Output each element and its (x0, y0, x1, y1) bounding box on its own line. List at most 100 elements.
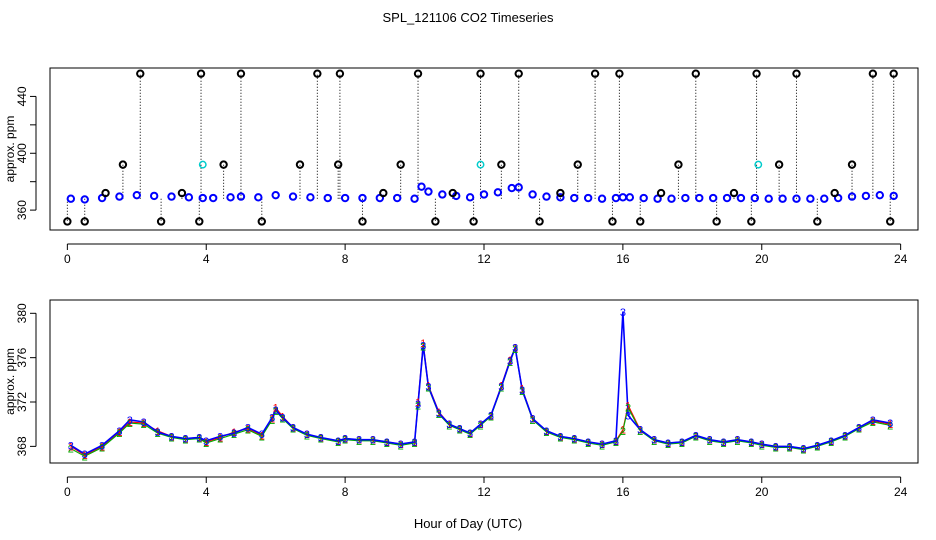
series-3-marker: 3 (304, 429, 310, 441)
series-2-marker: 2 (734, 436, 740, 448)
co2-point (639, 193, 648, 203)
series-3-marker: 3 (856, 423, 862, 435)
series-3-marker: 3 (512, 343, 518, 355)
co2-point (340, 193, 350, 203)
co2-point (889, 191, 898, 201)
flag-point (573, 160, 582, 169)
alt-point (476, 160, 485, 169)
co2-point (493, 188, 503, 197)
series-3-marker: 3 (748, 437, 754, 449)
series-1-marker: 1 (477, 419, 483, 431)
series-2-marker: 2 (613, 437, 619, 449)
flag-point (219, 160, 228, 169)
co2-point (528, 190, 537, 199)
flag-point (636, 217, 645, 226)
flag-point (729, 188, 739, 198)
series-2-marker: 2 (625, 403, 631, 415)
flag-point (333, 160, 343, 169)
flag-point (535, 217, 544, 226)
flag-point (118, 160, 128, 169)
series-3-marker: 3 (637, 425, 643, 437)
co2-point (417, 182, 426, 191)
x-tick-label: 24 (894, 485, 908, 499)
series-2-marker: 2 (679, 438, 685, 450)
co2-point (323, 193, 332, 203)
series-2-marker: 2 (748, 438, 754, 450)
series-3-marker: 3 (842, 430, 848, 442)
co2-point (438, 190, 447, 199)
series-2-marker: 2 (290, 424, 296, 436)
x-tick-label: 12 (477, 485, 491, 499)
series-3-marker: 3 (773, 441, 779, 453)
series-2-marker: 2 (384, 438, 390, 450)
series-1-marker: 1 (625, 400, 631, 412)
co2-point (820, 194, 829, 203)
series-3-marker: 3 (217, 431, 223, 443)
x-tick-label: 0 (64, 252, 71, 266)
series-3-marker: 3 (420, 340, 426, 352)
series-3-marker: 3 (196, 432, 202, 444)
series-3-marker: 3 (127, 415, 133, 427)
flag-point (469, 217, 478, 226)
flag-point (358, 217, 367, 226)
series-2-marker: 2 (318, 434, 324, 446)
series-1-marker: 1 (99, 441, 105, 453)
co2-point (208, 193, 218, 203)
series-3-marker: 3 (507, 356, 513, 368)
co2-point (184, 193, 194, 202)
flag-point (514, 69, 523, 78)
series-1-marker: 1 (335, 436, 341, 448)
series-1-marker: 1 (734, 435, 740, 447)
co2-point (507, 183, 516, 193)
x-tick-label: 24 (894, 252, 908, 266)
co2-point (861, 191, 871, 201)
series-1-marker: 1 (457, 424, 463, 436)
co2-point (736, 193, 746, 203)
series-1-marker: 1 (182, 434, 188, 446)
co2-point (66, 194, 76, 203)
series-2-marker: 2 (68, 444, 74, 456)
series-1-marker: 1 (800, 444, 806, 456)
series-3-marker: 3 (273, 405, 279, 417)
co2-point (750, 193, 760, 203)
co2-point (583, 193, 593, 203)
series-2-marker: 2 (370, 436, 376, 448)
series-3-marker: 3 (707, 435, 713, 447)
series-2-marker: 2 (420, 342, 426, 354)
series-2-marker: 2 (856, 424, 862, 436)
co2-point (115, 192, 124, 201)
series-1-marker: 1 (786, 441, 792, 453)
x-tick-label: 16 (616, 252, 630, 266)
flag-point (747, 217, 756, 226)
series-2-marker: 2 (707, 436, 713, 448)
flag-point (195, 217, 204, 226)
series-1-marker: 1 (679, 437, 685, 449)
flag-point (656, 188, 666, 198)
series-2-marker: 2 (245, 425, 251, 437)
series-1-marker: 1 (425, 380, 431, 392)
series-1-marker: 1 (411, 437, 417, 449)
y-tick-label: 376 (15, 347, 29, 367)
series-1-marker: 1 (342, 434, 348, 446)
co2-point (410, 194, 419, 203)
series-2-marker: 2 (467, 429, 473, 441)
series-2-marker: 2 (457, 425, 463, 437)
series-3-marker: 3 (800, 444, 806, 456)
co2-point (80, 195, 89, 204)
series-2-marker: 2 (530, 415, 536, 427)
series-1-marker: 1 (141, 418, 147, 430)
co2-point (764, 194, 773, 203)
series-3-marker: 3 (141, 417, 147, 429)
alt-point (754, 160, 763, 169)
series-2-marker: 2 (814, 441, 820, 453)
co2-point (271, 190, 280, 200)
series-1-marker: 1 (707, 435, 713, 447)
co2-point (722, 193, 732, 203)
series-1-marker: 1 (519, 384, 525, 396)
series-2-marker: 2 (759, 440, 765, 452)
series-3-marker: 3 (759, 439, 765, 451)
series-2-marker: 2 (269, 415, 275, 427)
series-3-marker: 3 (498, 381, 504, 393)
co2-point (611, 193, 621, 203)
series-3-marker: 3 (446, 419, 452, 431)
